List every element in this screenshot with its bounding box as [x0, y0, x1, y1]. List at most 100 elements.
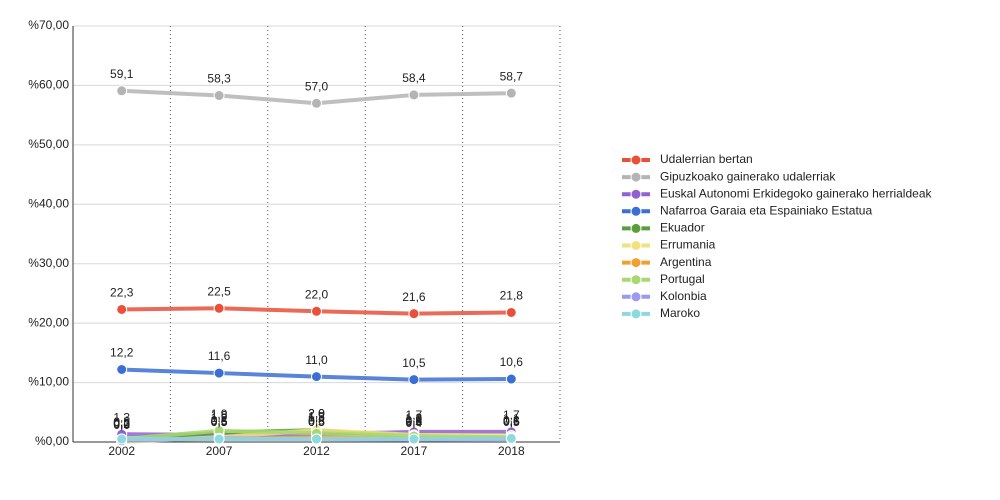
value-label: 1,7 [503, 408, 520, 422]
value-label: 0,6 [503, 415, 520, 429]
value-label: 0,6 [406, 415, 423, 429]
value-label: 0,5 [308, 415, 325, 429]
value-label: 1,1 [503, 412, 520, 426]
data-point [311, 97, 322, 109]
data-point [116, 303, 128, 315]
y-tick-label: %50,00 [28, 137, 69, 151]
legend-label: Kolonbia [660, 289, 707, 303]
value-label: 21,8 [500, 289, 524, 303]
data-point [213, 90, 225, 102]
value-label: 0,5 [406, 415, 423, 429]
legend-label: Errumania [660, 238, 716, 252]
legend-label: Gipuzkoako gainerako udalerriak [660, 169, 836, 183]
value-label: 10,6 [500, 355, 524, 369]
legend-marker [630, 274, 642, 286]
y-tick-label: %60,00 [28, 78, 69, 92]
value-label: 1,2 [406, 411, 423, 425]
value-label: 22,0 [305, 287, 329, 301]
legend-label: Euskal Autonomi Erkidegoko gainerako her… [660, 186, 932, 200]
data-point [116, 363, 128, 375]
legend-label: Udalerrian bertan [660, 152, 753, 166]
value-label: 0,6 [503, 415, 520, 429]
legend-label: Portugal [660, 272, 705, 286]
data-point [408, 433, 420, 445]
data-point [311, 305, 322, 317]
value-label: 1,5 [308, 409, 325, 423]
data-point [116, 433, 128, 445]
value-label: 0,3 [113, 416, 130, 430]
value-label: 0,5 [113, 415, 130, 429]
data-point [213, 367, 225, 379]
value-label: 0,8 [503, 413, 520, 427]
x-tick-label: 2002 [108, 444, 135, 458]
value-label: 58,3 [207, 72, 231, 86]
value-label: 1,0 [406, 412, 423, 426]
y-tick-label: %0,00 [35, 434, 69, 448]
data-point [311, 371, 322, 383]
value-label: 22,5 [207, 284, 231, 298]
data-point [505, 432, 517, 444]
legend-marker [630, 171, 642, 183]
legend-label: Nafarroa Garaia eta Espainiako Estatua [660, 203, 872, 217]
value-label: 57,0 [305, 79, 329, 93]
value-label: 10,5 [402, 356, 426, 370]
data-point [408, 308, 420, 320]
value-label: 1,6 [211, 409, 228, 423]
value-label: 0,4 [406, 416, 423, 430]
value-label: 0,2 [113, 417, 130, 431]
value-label: 0,3 [113, 416, 130, 430]
legend-label: Ekuador [660, 221, 705, 235]
value-label: 2,0 [308, 406, 325, 420]
legend-label: Argentina [660, 255, 712, 269]
y-tick-label: %40,00 [28, 196, 69, 210]
value-label: 0,8 [211, 413, 228, 427]
legend-marker [630, 188, 642, 200]
value-label: 11,0 [305, 353, 328, 367]
legend-marker [630, 205, 642, 217]
legend-marker [630, 222, 642, 234]
value-label: 0,6 [211, 415, 228, 429]
value-label: 0,5 [211, 415, 228, 429]
value-label: 11,6 [208, 349, 231, 363]
y-tick-label: %30,00 [28, 256, 69, 270]
value-label: 1,3 [113, 410, 130, 424]
data-point [408, 89, 420, 101]
x-tick-label: 2007 [206, 444, 233, 458]
x-tick-label: 2018 [498, 444, 525, 458]
value-label: 59,1 [110, 67, 134, 81]
data-point [311, 433, 322, 445]
legend-marker [630, 154, 642, 166]
value-label: 1,2 [211, 411, 228, 425]
value-label: 21,6 [402, 290, 426, 304]
data-point [116, 85, 128, 97]
value-label: 22,3 [110, 286, 134, 300]
value-label: 0,5 [211, 415, 228, 429]
x-tick-label: 2012 [303, 444, 330, 458]
value-label: 0,6 [503, 415, 520, 429]
data-point [213, 433, 225, 445]
value-label: 58,4 [402, 71, 426, 85]
value-label: 2,0 [308, 406, 325, 420]
data-point [505, 306, 517, 318]
legend-marker [630, 308, 642, 320]
data-point [408, 374, 420, 386]
legend-marker [630, 291, 642, 303]
value-label: 0,0 [113, 418, 130, 432]
legend-label: Maroko [660, 306, 700, 320]
data-point [213, 302, 225, 314]
value-label: 12,2 [110, 346, 134, 360]
y-tick-label: %70,00 [28, 18, 69, 32]
value-label: 0,5 [503, 415, 520, 429]
data-point [505, 373, 517, 385]
value-label: 1,3 [308, 410, 325, 424]
y-tick-label: %20,00 [28, 315, 69, 329]
value-label: 0,8 [406, 413, 423, 427]
legend-marker [630, 240, 642, 251]
value-label: 0,5 [113, 415, 130, 429]
x-tick-label: 2017 [401, 444, 428, 458]
value-label: 0,8 [308, 413, 325, 427]
data-point [505, 87, 517, 99]
value-label: 1,9 [211, 407, 228, 421]
value-label: 1,7 [406, 408, 423, 422]
